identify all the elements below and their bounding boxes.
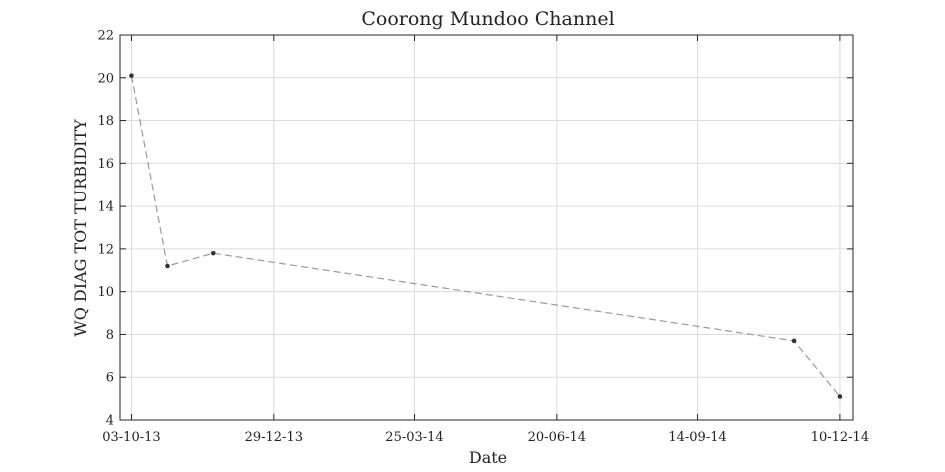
grid-layer	[120, 34, 853, 421]
y-tick-label: 20	[97, 71, 114, 86]
series-line	[130, 75, 841, 397]
x-tick-label: 10-12-14	[811, 430, 869, 445]
x-tick-label: 29-12-13	[245, 430, 303, 445]
tick-layer: 4 6 8 10 12 14 16 18 20 22 03-10-13 29-12-13 25-03-1…	[97, 29, 869, 446]
x-tick-label: 25-03-14	[385, 430, 443, 445]
data-point	[165, 263, 170, 269]
x-tick-label: 20-06-14	[528, 430, 586, 445]
series-layer	[129, 73, 843, 399]
y-tick-label: 18	[97, 114, 114, 129]
y-tick-label: 8	[106, 328, 114, 343]
data-point	[791, 338, 797, 344]
data-point	[210, 250, 216, 256]
y-tick-label: 10	[97, 285, 114, 300]
y-tick-label: 22	[97, 29, 114, 44]
x-tick-label: 14-09-14	[668, 430, 726, 445]
plot-frame	[119, 34, 854, 421]
chart-title: Coorong Mundoo Channel	[361, 8, 614, 30]
x-tick-label: 03-10-13	[102, 430, 160, 445]
y-tick-label: 16	[97, 157, 114, 172]
y-tick-label: 14	[97, 200, 114, 215]
y-tick-label: 4	[106, 414, 114, 429]
y-tick-label: 6	[106, 371, 114, 386]
y-axis-label: WQ DIAG TOT TURBIDITY	[71, 119, 90, 337]
data-point	[837, 394, 843, 399]
x-axis-label: Date	[469, 448, 507, 467]
data-point	[129, 73, 134, 78]
y-tick-label: 12	[97, 242, 114, 257]
